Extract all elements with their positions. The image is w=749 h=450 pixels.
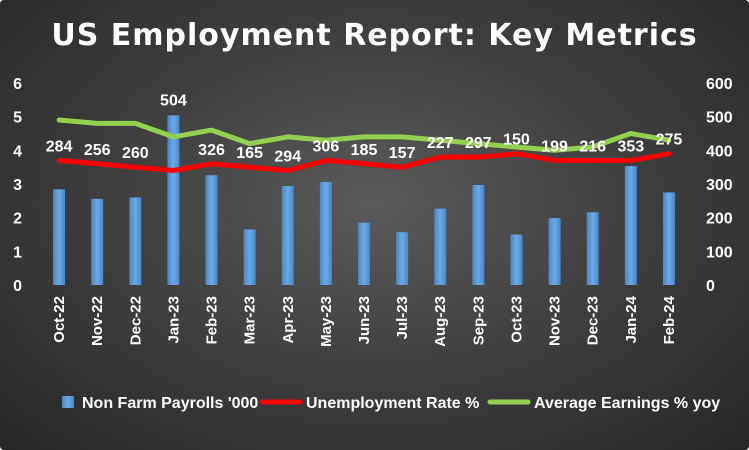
payroll-bar bbox=[396, 232, 409, 285]
payroll-bar bbox=[281, 186, 294, 285]
payroll-data-label: 504 bbox=[160, 92, 187, 109]
payroll-data-label: 150 bbox=[503, 132, 530, 149]
category-label: Dec-23 bbox=[585, 296, 602, 345]
right-axis-tick: 300 bbox=[706, 177, 733, 194]
payroll-bar bbox=[319, 181, 332, 285]
series-lines bbox=[56, 117, 672, 173]
payroll-data-label: 297 bbox=[465, 135, 492, 152]
unemployment-rate-line bbox=[56, 151, 672, 173]
payroll-data-label: 294 bbox=[274, 149, 301, 166]
legend: Non Farm Payrolls '000 Unemployment Rate … bbox=[62, 395, 720, 412]
category-label: Aug-23 bbox=[432, 296, 449, 347]
right-axis-tick: 500 bbox=[706, 110, 733, 127]
payroll-data-label: 216 bbox=[579, 138, 606, 155]
right-axis: 0 100 200 300 400 500 600 bbox=[706, 76, 733, 295]
payroll-data-label: 260 bbox=[122, 145, 149, 162]
payroll-bar bbox=[91, 198, 104, 285]
chart-title: US Employment Report: Key Metrics bbox=[51, 18, 698, 53]
payroll-data-label: 185 bbox=[351, 142, 378, 159]
payroll-bar bbox=[129, 197, 142, 285]
payroll-bar bbox=[358, 222, 370, 285]
payroll-bar bbox=[472, 185, 485, 285]
legend-label: Average Earnings % yoy bbox=[534, 395, 720, 412]
payroll-bar bbox=[434, 208, 447, 285]
category-label: Dec-22 bbox=[127, 296, 144, 345]
payroll-data-label: 306 bbox=[313, 138, 340, 155]
average-earnings-line bbox=[56, 117, 672, 153]
category-label: Jan-24 bbox=[623, 295, 640, 343]
payroll-bar bbox=[662, 192, 675, 285]
category-label: May-23 bbox=[318, 296, 335, 347]
legend-label: Unemployment Rate % bbox=[306, 395, 479, 412]
category-label: Jun-23 bbox=[356, 296, 373, 344]
payroll-data-label: 256 bbox=[84, 142, 111, 159]
payroll-bar bbox=[53, 189, 66, 285]
payroll-bars bbox=[53, 115, 675, 285]
payroll-bar bbox=[548, 218, 561, 285]
left-axis-tick: 3 bbox=[13, 177, 22, 194]
payroll-data-label: 353 bbox=[617, 138, 644, 155]
legend-swatch-bar bbox=[62, 396, 74, 408]
right-axis-tick: 100 bbox=[706, 244, 733, 261]
data-labels: 284 256 260 504 326 165 294 306 185 157 227 297 150 1… bbox=[46, 92, 683, 165]
legend-label: Non Farm Payrolls '000 bbox=[82, 395, 258, 412]
payroll-bar bbox=[243, 229, 256, 285]
category-labels: Oct-22 Nov-22 Dec-22 Jan-23 Feb-23 Mar-23 Apr-… bbox=[51, 295, 678, 347]
category-label: Sep-23 bbox=[470, 296, 487, 345]
category-label: Feb-23 bbox=[204, 296, 221, 344]
category-label: Mar-23 bbox=[242, 296, 259, 344]
payroll-bar bbox=[205, 175, 218, 285]
payroll-data-label: 165 bbox=[236, 145, 263, 162]
left-axis-tick: 4 bbox=[13, 143, 22, 160]
category-label: Nov-23 bbox=[547, 296, 564, 346]
category-label: Nov-22 bbox=[89, 296, 106, 346]
payroll-data-label: 284 bbox=[46, 138, 73, 155]
category-label: Oct-22 bbox=[51, 296, 68, 343]
payroll-data-label: 199 bbox=[541, 138, 568, 155]
left-axis-tick: 6 bbox=[13, 76, 22, 93]
left-axis-tick: 2 bbox=[13, 211, 22, 228]
category-label: Apr-23 bbox=[280, 296, 297, 344]
payroll-data-label: 326 bbox=[198, 142, 225, 159]
payroll-data-label: 157 bbox=[389, 145, 416, 162]
category-label: Jan-23 bbox=[165, 296, 182, 344]
right-axis-tick: 400 bbox=[706, 143, 733, 160]
category-label: Oct-23 bbox=[508, 296, 525, 343]
left-axis-tick: 0 bbox=[13, 278, 22, 295]
left-axis-tick: 1 bbox=[13, 244, 22, 261]
category-label: Feb-24 bbox=[661, 295, 678, 344]
payroll-bar bbox=[624, 166, 637, 285]
payroll-bar bbox=[167, 115, 180, 285]
right-axis-tick: 0 bbox=[706, 278, 715, 295]
payroll-bar bbox=[586, 212, 599, 285]
payroll-data-label: 275 bbox=[656, 132, 683, 149]
payroll-bar bbox=[510, 234, 523, 285]
right-axis-tick: 200 bbox=[706, 211, 733, 228]
left-axis: 0 1 2 3 4 5 6 bbox=[13, 76, 22, 295]
payroll-data-label: 227 bbox=[427, 135, 454, 152]
right-axis-tick: 600 bbox=[706, 76, 733, 93]
category-label: Jul-23 bbox=[394, 296, 411, 339]
left-axis-tick: 5 bbox=[13, 110, 22, 127]
